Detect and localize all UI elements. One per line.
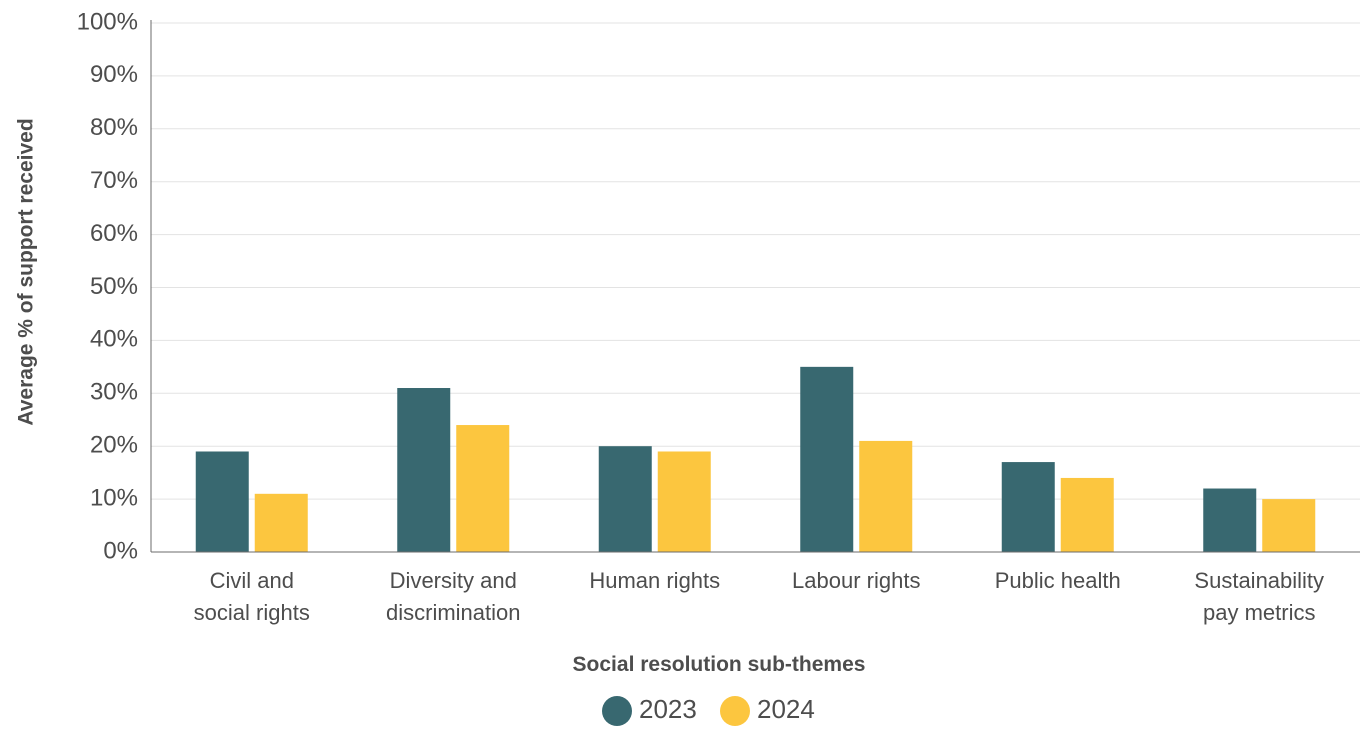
bar-2023	[195, 451, 249, 552]
y-tick-label: 30%	[90, 379, 138, 406]
x-category-label: Diversity and	[390, 568, 517, 593]
legend-label-2023: 2023	[639, 694, 697, 724]
y-tick-label: 60%	[90, 220, 138, 247]
y-tick-label: 10%	[90, 484, 138, 511]
bar-2024	[859, 440, 913, 552]
y-tick-labels: 0% 10% 20% 30% 40% 50% 60% 70% 80% 90% 100%	[77, 8, 138, 564]
axes	[150, 20, 1360, 553]
legend: 2023 2024	[602, 694, 815, 726]
y-tick-label: 70%	[90, 167, 138, 194]
y-tick-label: 20%	[90, 432, 138, 459]
y-tick-label: 50%	[90, 273, 138, 300]
y-tick-label: 80%	[90, 114, 138, 141]
y-tick-label: 0%	[103, 537, 138, 564]
x-axis-title: Social resolution sub-themes	[573, 653, 866, 676]
bar-2024	[1262, 499, 1316, 552]
bar-2023	[1203, 488, 1257, 552]
x-category-label: Civil and	[210, 568, 294, 593]
bar-2024	[456, 425, 510, 552]
x-category-label: Public health	[995, 568, 1121, 593]
bar-2024	[254, 493, 308, 552]
x-category-label: Sustainability	[1194, 568, 1324, 593]
y-tick-label: 90%	[90, 61, 138, 88]
bars	[195, 366, 1316, 552]
category-labels: Civil and social rights Diversity and discr…	[194, 568, 1324, 625]
y-tick-label: 100%	[77, 8, 138, 35]
x-category-label: Labour rights	[792, 568, 920, 593]
legend-swatch-2024	[720, 696, 750, 726]
x-category-label: social rights	[194, 600, 310, 625]
bar-2024	[1060, 477, 1114, 552]
legend-label-2024: 2024	[757, 694, 815, 724]
y-tick-label: 40%	[90, 326, 138, 353]
x-category-label: pay metrics	[1203, 600, 1315, 625]
gridlines	[151, 22, 1360, 500]
bar-2024	[657, 451, 711, 552]
legend-swatch-2023	[602, 696, 632, 726]
bar-2023	[397, 388, 451, 552]
bar-2023	[1001, 462, 1055, 552]
x-category-label: discrimination	[386, 600, 521, 625]
bar-2023	[598, 446, 652, 552]
x-category-label: Human rights	[589, 568, 720, 593]
y-axis-title: Average % of support received	[15, 118, 38, 425]
bar-2023	[800, 366, 854, 552]
